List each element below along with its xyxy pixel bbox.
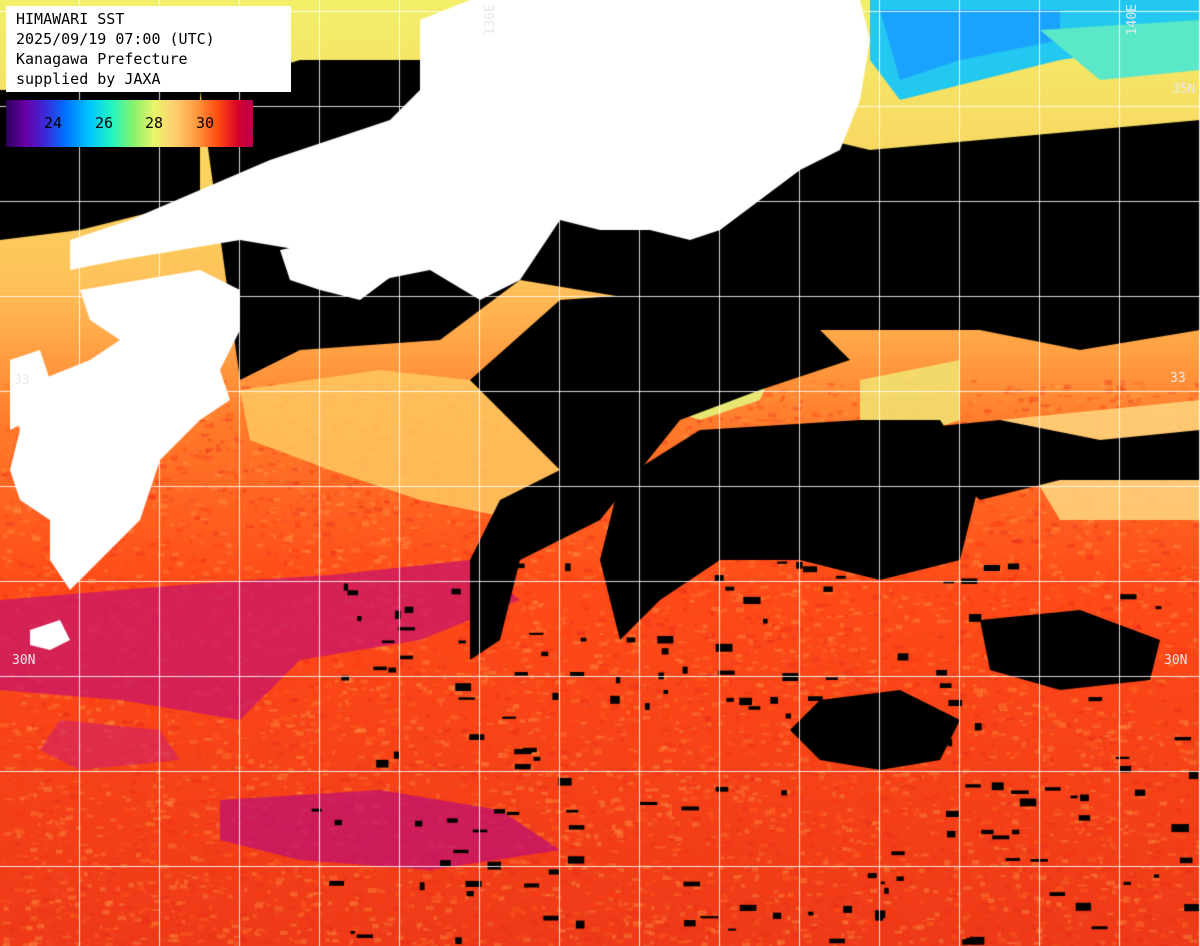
legend-label-28: 28 bbox=[145, 114, 164, 132]
data-credit: supplied by JAXA bbox=[16, 70, 161, 88]
latitude-label-30n-left: 30N bbox=[12, 653, 36, 668]
region-name: Kanagawa Prefecture bbox=[16, 50, 188, 68]
legend-label-26: 26 bbox=[95, 114, 114, 132]
latitude-label-33-left: 33 bbox=[14, 373, 30, 388]
observation-datetime: 2025/09/19 07:00 (UTC) bbox=[16, 30, 215, 48]
longitude-label-136e: 136E bbox=[483, 4, 498, 36]
legend-label-24: 24 bbox=[44, 114, 63, 132]
legend-label-30: 30 bbox=[196, 114, 215, 132]
title-box: HIMAWARI SST 2025/09/19 07:00 (UTC) Kana… bbox=[6, 6, 291, 92]
latitude-label-33-right: 33 bbox=[1170, 371, 1186, 386]
latitude-label-35n: 35N bbox=[1172, 82, 1196, 97]
temperature-color-scale: 24 26 28 30 bbox=[6, 100, 253, 147]
longitude-label-140e: 140E bbox=[1125, 4, 1140, 36]
map-title: HIMAWARI SST bbox=[16, 10, 125, 28]
latitude-label-30n-right: 30N bbox=[1164, 653, 1188, 668]
